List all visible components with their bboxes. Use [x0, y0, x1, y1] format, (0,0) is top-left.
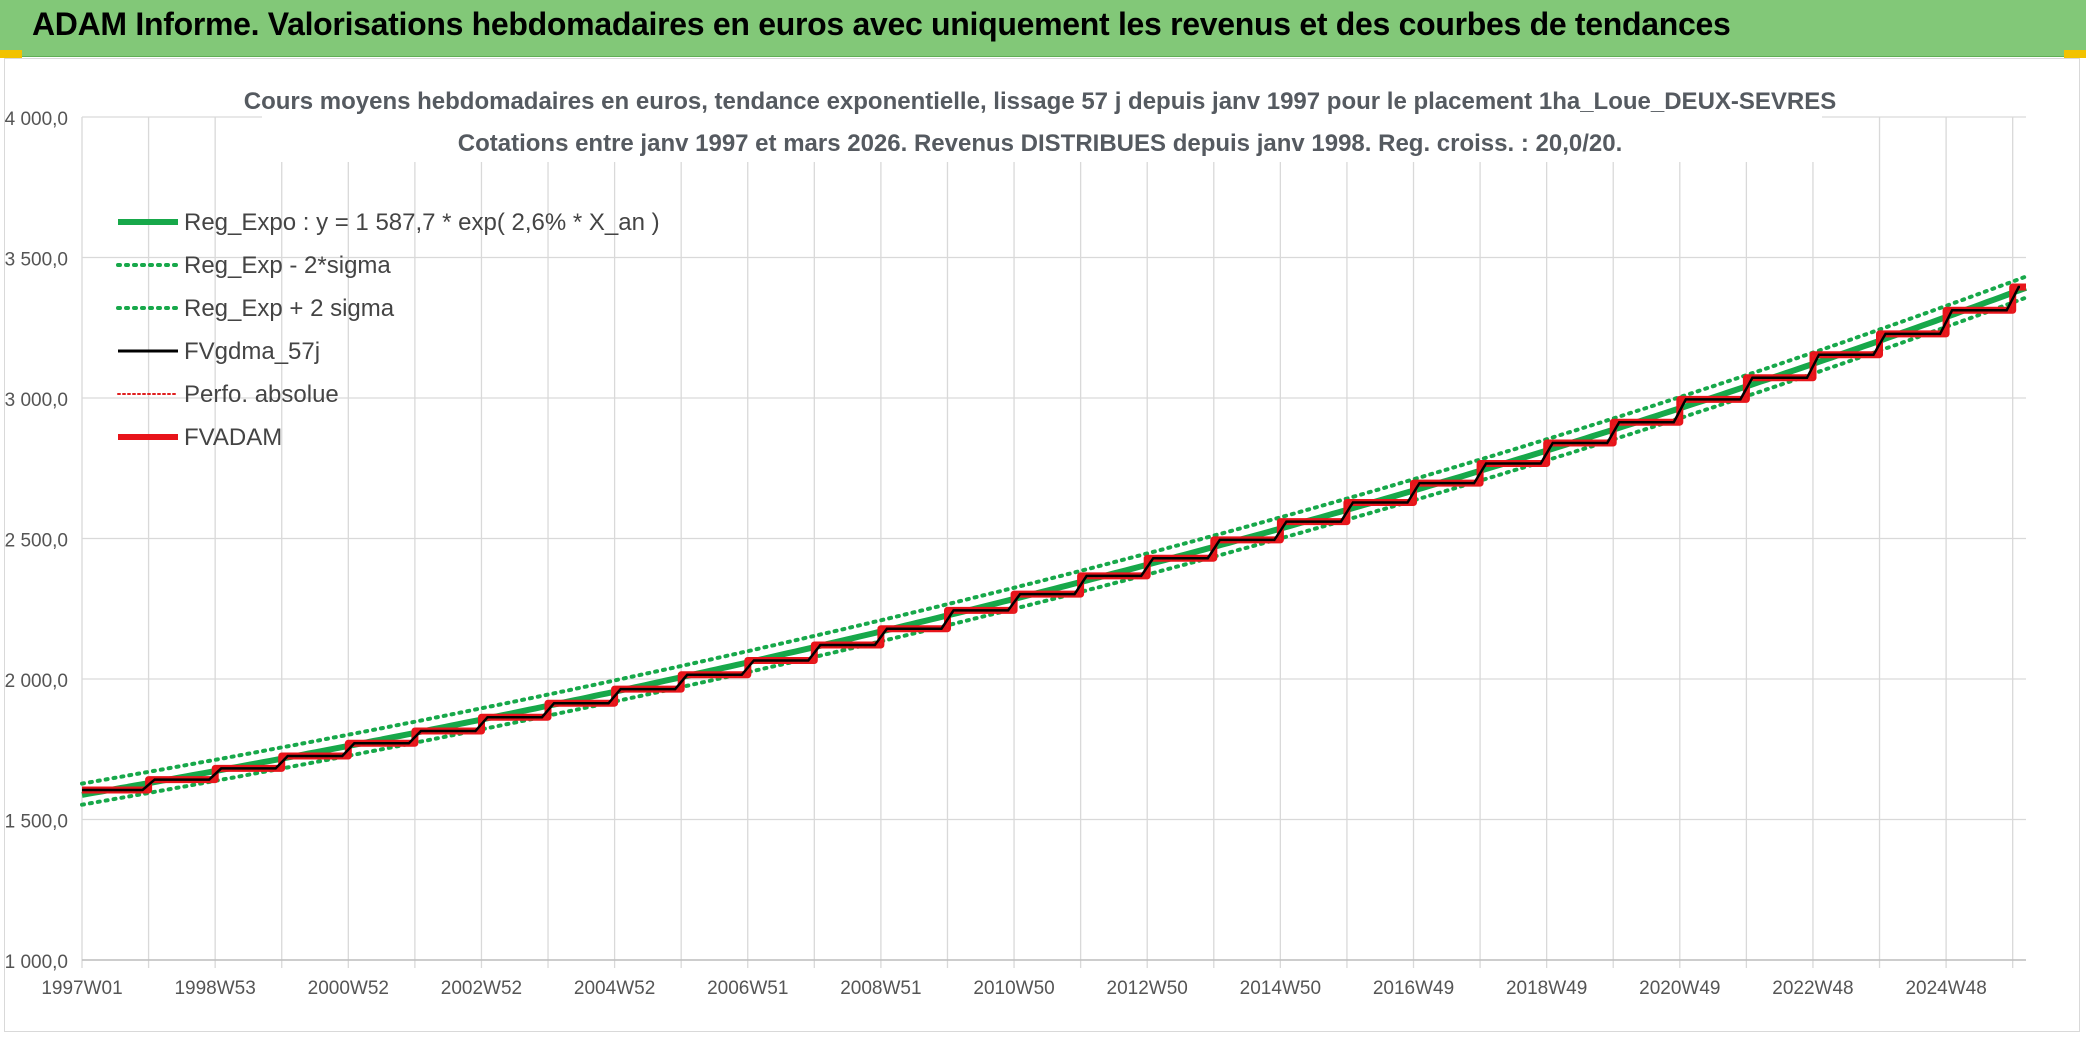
- legend-label: FVgdma_57j: [184, 338, 320, 365]
- series-reg-expo-line: [81, 284, 2028, 798]
- y-tick-label: 1 500,0: [5, 812, 68, 833]
- corner-accent-right: [2064, 50, 2086, 58]
- legend-label: Reg_Exp + 2 sigma: [184, 295, 395, 322]
- x-tick-label: 2008W51: [840, 978, 921, 999]
- x-tick-label: 2024W48: [1905, 978, 1986, 999]
- x-tick-label: 2016W49: [1373, 978, 1454, 999]
- y-tick-label: 4 000,0: [5, 109, 68, 130]
- x-tick-label: 2002W52: [441, 978, 522, 999]
- title-backdrop: [262, 82, 1822, 162]
- corner-accent-left: [0, 50, 22, 58]
- legend-label: FVADAM: [184, 424, 282, 451]
- y-tick-label: 3 500,0: [5, 250, 68, 271]
- x-tick-label: 2006W51: [707, 978, 788, 999]
- x-tick-label: 2018W49: [1506, 978, 1587, 999]
- x-tick-label: 2014W50: [1240, 978, 1321, 999]
- legend-label: Reg_Expo : y = 1 587,7 * exp( 2,6% * X_a…: [184, 209, 660, 236]
- x-tick-label: 1997W01: [41, 978, 122, 999]
- x-tick-label: 2004W52: [574, 978, 655, 999]
- x-tick-label: 2000W52: [308, 978, 389, 999]
- y-tick-label: 2 500,0: [5, 531, 68, 552]
- chart-frame: [4, 58, 2080, 1032]
- x-tick-label: 2022W48: [1772, 978, 1853, 999]
- y-tick-label: 2 000,0: [5, 671, 68, 692]
- report-title: ADAM Informe. Valorisations hebdomadaire…: [32, 6, 1731, 42]
- y-tick-label: 3 000,0: [5, 390, 68, 411]
- x-tick-label: 2010W50: [973, 978, 1054, 999]
- x-tick-label: 2012W50: [1107, 978, 1188, 999]
- y-tick-label: 1 000,0: [5, 952, 68, 973]
- x-tick-label: 2020W49: [1639, 978, 1720, 999]
- series-fvgdma-line: [82, 285, 2020, 792]
- x-tick-label: 1998W53: [174, 978, 255, 999]
- series-perfo-absolue-line: [82, 287, 2026, 793]
- chart-title: Cours moyens hebdomadaires en euros, ten…: [244, 88, 1837, 115]
- series-reg-exp-plus-2sigma: [80, 274, 2028, 786]
- report-banner: ADAM Informe. Valorisations hebdomadaire…: [0, 0, 2086, 57]
- chart-subtitle: Cotations entre janv 1997 et mars 2026. …: [458, 130, 1623, 157]
- legend-label: Reg_Exp - 2*sigma: [184, 252, 391, 279]
- legend-label: Perfo. absolue: [184, 381, 339, 408]
